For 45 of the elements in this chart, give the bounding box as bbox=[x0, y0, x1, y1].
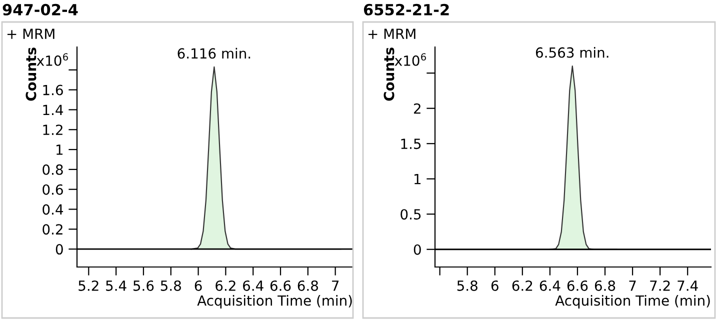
annotation: 6.563 min. bbox=[536, 47, 608, 58]
x-tick-label: 5.8 bbox=[160, 280, 181, 291]
y-tick-label: 0 bbox=[56, 244, 63, 255]
x-tick-label: 6.4 bbox=[540, 280, 560, 291]
x-tick-label: 5.4 bbox=[106, 280, 126, 291]
x-tick-label: 6.4 bbox=[243, 280, 264, 291]
x-tick-label: 7 bbox=[332, 280, 339, 291]
y-tick-label: 2 bbox=[414, 103, 420, 114]
text: x10$^{6}$ bbox=[36, 53, 68, 66]
text: x10$^{6}$ bbox=[394, 53, 426, 66]
x-tick-label: 6 bbox=[491, 280, 498, 291]
x-tick-label: 6.8 bbox=[298, 280, 318, 291]
y-axis-title: Counts bbox=[384, 48, 394, 101]
y-tick-label: 0.2 bbox=[42, 224, 62, 235]
x-tick-label: 7.2 bbox=[650, 280, 670, 291]
y-tick-label: 1 bbox=[414, 174, 421, 184]
y-tick-label: 0.8 bbox=[42, 164, 63, 175]
y-tick-label: 1.5 bbox=[401, 138, 421, 150]
y-tick-label: 0.6 bbox=[42, 184, 63, 195]
y-tick-label: 1.4 bbox=[43, 104, 64, 115]
x-axis-title: Acquisition Time (min) bbox=[555, 295, 710, 308]
x-tick-label: 7.4 bbox=[678, 280, 698, 291]
x-axis-title: Acquisition Time (min) bbox=[197, 295, 352, 308]
x-tick-label: 6 bbox=[194, 280, 202, 291]
x-tick-label: 6.2 bbox=[216, 280, 236, 291]
chart-title: 6552-21-2 bbox=[364, 4, 449, 16]
x-tick-label: 6.8 bbox=[594, 280, 616, 291]
y-tick-label: 0 bbox=[414, 244, 421, 255]
chart-title: 947-02-4 bbox=[2, 4, 78, 16]
y-tick-label: 0.5 bbox=[400, 209, 421, 220]
text: + MRM bbox=[368, 28, 416, 39]
x-tick-label: 6.6 bbox=[567, 280, 588, 291]
y-axis-title: Counts bbox=[26, 48, 36, 101]
y-tick-label: 0.4 bbox=[42, 204, 64, 215]
annotation: 6.116 min. bbox=[178, 48, 250, 59]
y-tick-label: 1.2 bbox=[43, 124, 62, 135]
x-tick-label: 7 bbox=[629, 280, 636, 291]
x-tick-label: 5.6 bbox=[133, 280, 154, 291]
y-tick-label: 1 bbox=[56, 144, 63, 155]
x-tick-label: 5.8 bbox=[457, 280, 478, 291]
text: + MRM bbox=[7, 28, 54, 39]
x-tick-label: 5.2 bbox=[78, 280, 98, 291]
x-tick-label: 6.2 bbox=[512, 280, 532, 291]
x-tick-label: 6.6 bbox=[270, 280, 291, 291]
y-tick-label: 1.6 bbox=[43, 84, 63, 96]
